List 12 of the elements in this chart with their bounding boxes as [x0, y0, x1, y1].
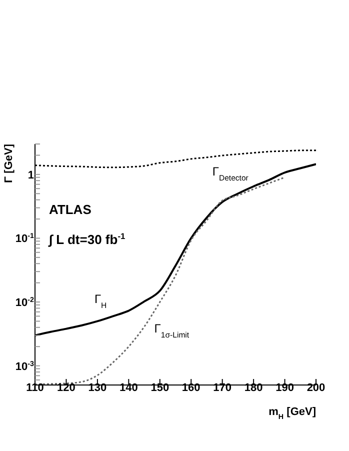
y-tick-label: 10$^{-2}$ — [15, 296, 34, 310]
series-label: Γ$_{1σ-Limit}$ — [154, 322, 190, 340]
series-label: Γ$_{H}$ — [94, 292, 107, 310]
annotation: ATLAS — [49, 202, 92, 217]
x-axis-title: m$_{H}$ [GeV] — [268, 406, 316, 421]
y-axis-title: Γ [GeV] — [3, 144, 15, 184]
series-label: Γ$_{Detector}$ — [212, 164, 249, 182]
y-tick-label: 10$^{-3}$ — [15, 360, 34, 373]
y-tick-label: 1 — [28, 169, 34, 182]
y-tick-label: 10$^{-1}$ — [15, 232, 34, 246]
annotation: ∫ L dt=30 fb$^{-1}$ — [48, 231, 126, 247]
line-series — [35, 176, 286, 385]
